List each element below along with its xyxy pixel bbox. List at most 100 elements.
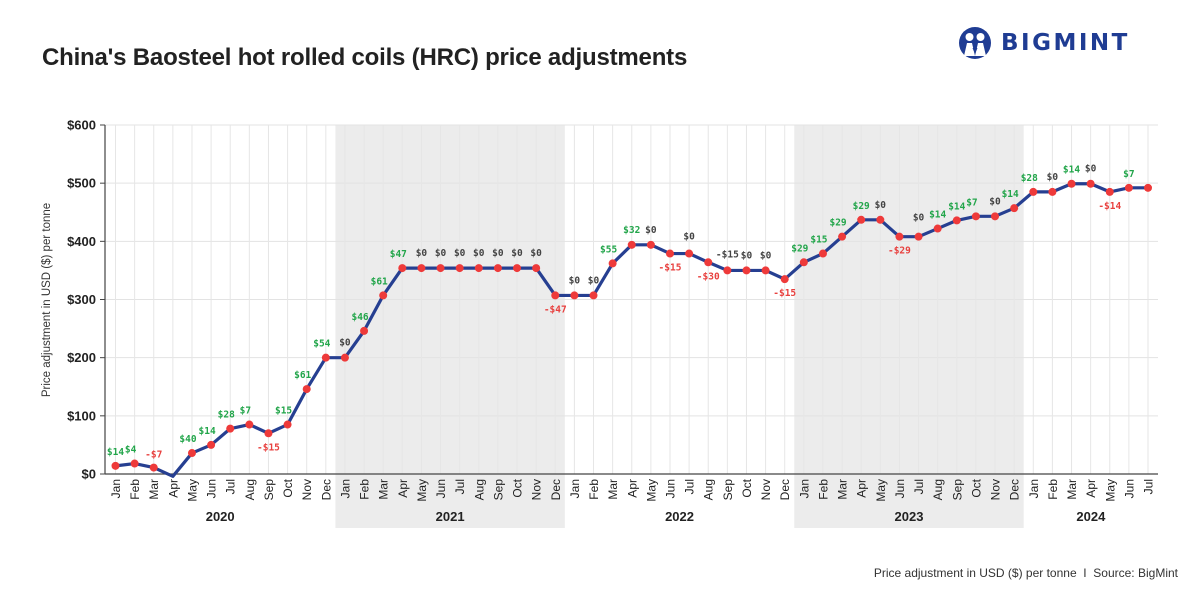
data-point: [1124, 183, 1133, 192]
x-tick-label: Sep: [491, 479, 505, 501]
data-label: $0: [511, 248, 523, 259]
data-label: -$14: [1098, 201, 1121, 212]
data-point: [455, 264, 464, 273]
x-tick-label: Mar: [147, 479, 161, 500]
data-label: $29: [791, 243, 808, 254]
data-label: $0: [683, 232, 695, 243]
x-tick-label: Nov: [989, 479, 1003, 500]
x-tick-label: Apr: [396, 479, 410, 498]
data-point: [245, 420, 254, 429]
data-point: [264, 429, 273, 438]
year-label-2023: 2023: [895, 509, 924, 524]
data-point: [226, 424, 235, 433]
x-tick-label: Jan: [109, 479, 123, 498]
x-tick-label: Jan: [1027, 479, 1041, 498]
x-tick-label: Apr: [625, 479, 639, 498]
data-label: $0: [875, 200, 887, 211]
x-tick-label: Oct: [969, 478, 983, 497]
x-tick-label: Feb: [816, 479, 830, 500]
data-point: [1105, 187, 1114, 196]
x-tick-label: May: [415, 479, 429, 502]
data-point: [493, 264, 502, 273]
y-tick-label: $0: [82, 467, 96, 482]
x-tick-label: Aug: [702, 479, 716, 500]
year-label-2024: 2024: [1076, 509, 1106, 524]
x-tick-label: Aug: [472, 479, 486, 500]
y-tick-labels: $0 $100 $200 $300 $400 $500 $600: [67, 118, 96, 482]
data-label: $7: [1123, 169, 1134, 180]
data-label: $0: [1085, 164, 1097, 175]
year-band-2023: [794, 125, 1024, 528]
data-point: [952, 216, 961, 225]
data-label: $0: [913, 213, 925, 224]
y-tick-label: $500: [67, 176, 96, 191]
data-point: [111, 461, 120, 470]
data-point: [149, 463, 158, 472]
data-point: [417, 264, 426, 273]
data-point: [436, 264, 445, 273]
x-tick-label: Mar: [836, 479, 850, 500]
brand-name: BIGMINT: [1001, 30, 1130, 56]
x-tick-label: Dec: [319, 479, 333, 500]
data-label: $46: [351, 312, 368, 323]
data-label: $14: [199, 426, 216, 437]
data-label: $55: [600, 244, 617, 255]
data-point: [914, 232, 923, 241]
data-label: -$47: [544, 304, 567, 315]
x-tick-label: Mar: [377, 479, 391, 500]
gridlines: [105, 124, 1158, 474]
data-label: $4: [125, 445, 137, 456]
data-label: -$15: [716, 249, 739, 260]
x-tick-label: May: [185, 479, 199, 502]
x-tick-label: Sep: [721, 479, 735, 501]
data-markers: [111, 179, 1152, 472]
x-tick-label: Dec: [778, 479, 792, 500]
data-point: [991, 212, 1000, 221]
x-tick-label: Sep: [950, 479, 964, 501]
x-tick-labels: Jan Feb Mar Apr May Jun Jul Aug Sep Oct Nov Dec Jan F…: [109, 478, 1156, 501]
data-point: [704, 258, 713, 267]
brand-logo: BIGMINT: [958, 26, 1130, 60]
data-point: [665, 249, 674, 258]
x-tick-label: Feb: [358, 479, 372, 500]
x-tick-label: Jun: [434, 479, 448, 498]
data-point: [723, 266, 732, 275]
x-tick-label: May: [644, 479, 658, 502]
data-label: -$29: [888, 246, 911, 257]
data-point: [685, 249, 694, 258]
year-bands: [335, 125, 1024, 528]
data-point: [570, 291, 579, 300]
data-label: $15: [275, 406, 292, 417]
data-label: $0: [989, 196, 1001, 207]
data-point: [857, 215, 866, 224]
data-label: $0: [760, 250, 772, 261]
data-point: [895, 232, 904, 241]
data-point: [302, 385, 311, 394]
data-label: $0: [416, 248, 428, 259]
source-note: Price adjustment in USD ($) per tonne I …: [873, 566, 1178, 580]
data-point: [971, 212, 980, 221]
people-circle-logo-icon: [959, 27, 991, 59]
year-label-2020: 2020: [206, 509, 235, 524]
data-point: [321, 353, 330, 362]
data-label: -$15: [659, 263, 682, 274]
data-labels: $14 $4 -$7$40$14$28 $7-$15$15$61$54 $0$46$61…: [107, 164, 1135, 461]
data-point: [608, 259, 617, 268]
data-point: [130, 459, 139, 468]
data-point: [1067, 179, 1076, 188]
data-label: $54: [313, 339, 330, 350]
x-tick-label: Feb: [587, 479, 601, 500]
data-label: $32: [623, 225, 640, 236]
x-tick-label: Oct: [281, 478, 295, 497]
data-point: [933, 224, 942, 233]
x-tick-label: Jul: [912, 479, 926, 494]
y-tick-label: $600: [67, 118, 96, 133]
data-point: [474, 264, 483, 273]
data-label: $28: [218, 410, 235, 421]
x-tick-label: Feb: [128, 479, 142, 500]
data-point: [513, 264, 522, 273]
data-point: [379, 291, 388, 300]
data-label: -$30: [697, 271, 720, 282]
data-label: $7: [966, 197, 977, 208]
data-point: [799, 258, 808, 267]
